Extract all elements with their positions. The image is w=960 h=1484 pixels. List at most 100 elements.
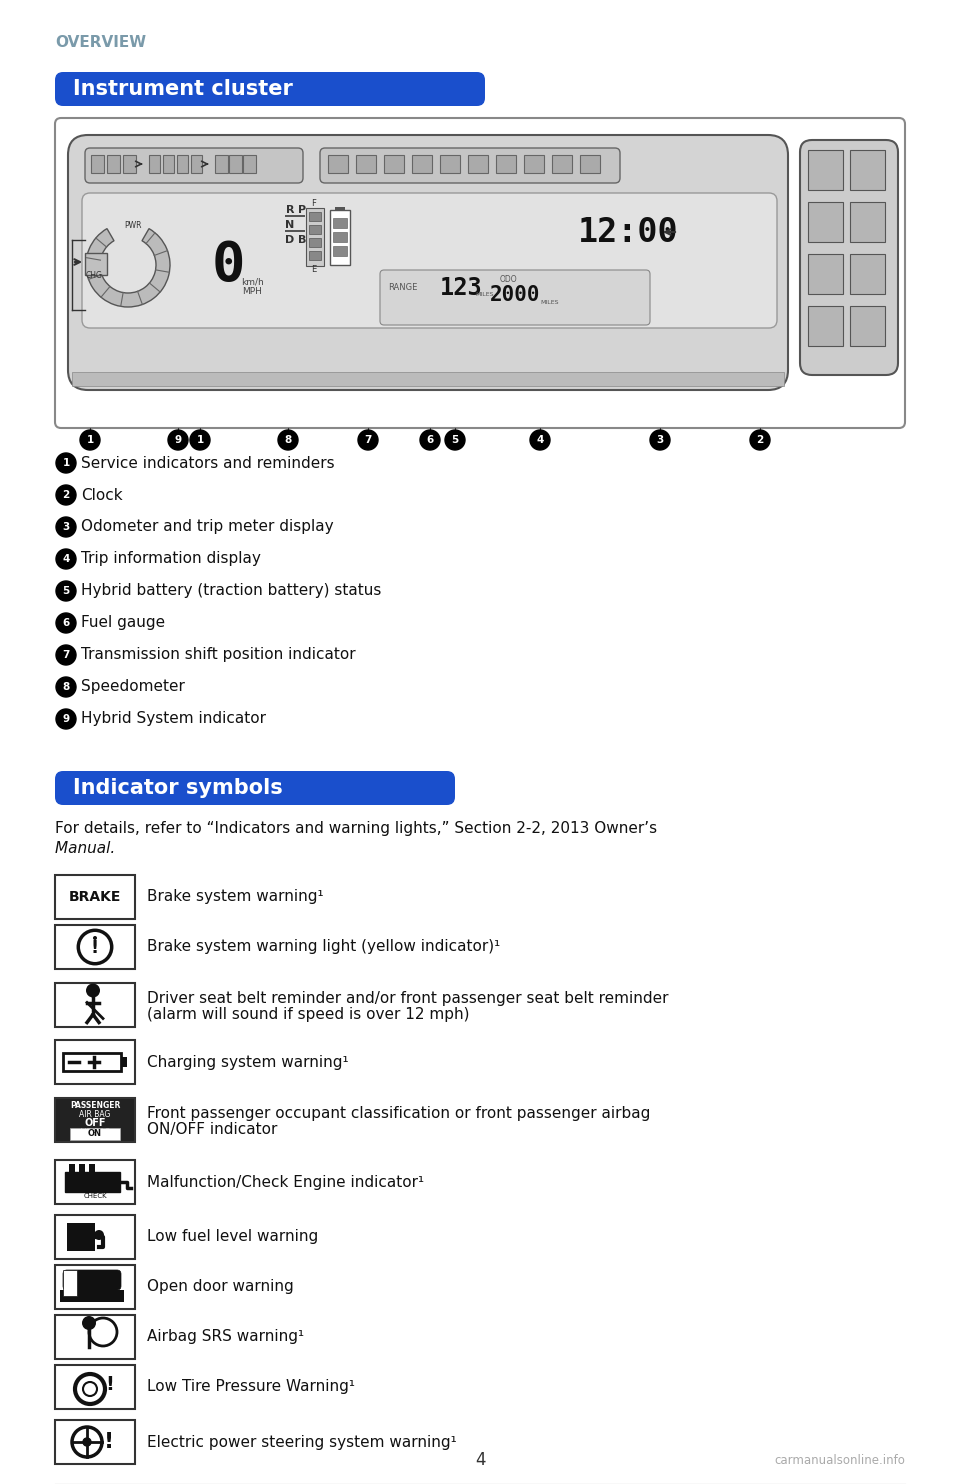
Circle shape (80, 430, 100, 450)
Text: 123: 123 (440, 276, 483, 300)
Bar (285, 215, 305, 217)
Text: 0: 0 (211, 239, 245, 291)
Text: Fuel gauge: Fuel gauge (81, 616, 165, 631)
Bar (808, 150, 843, 190)
Text: OVERVIEW: OVERVIEW (55, 36, 146, 50)
Text: OFF: OFF (84, 1119, 106, 1128)
Text: Hybrid System indicator: Hybrid System indicator (81, 711, 266, 727)
FancyBboxPatch shape (380, 270, 650, 325)
Text: 6: 6 (426, 435, 434, 445)
Text: Hybrid battery (traction battery) status: Hybrid battery (traction battery) status (81, 583, 381, 598)
Text: 2: 2 (62, 490, 70, 500)
Bar (85, 252, 107, 275)
Text: 12:00: 12:00 (578, 215, 679, 248)
Circle shape (56, 516, 76, 537)
Bar (215, 154, 228, 174)
Bar (191, 154, 202, 174)
Text: !: ! (91, 939, 99, 957)
Bar (309, 226, 321, 234)
Bar (55, 1160, 135, 1204)
Bar (328, 154, 348, 174)
Text: MPH: MPH (242, 288, 262, 297)
FancyBboxPatch shape (68, 135, 788, 390)
Bar (72, 372, 784, 386)
FancyBboxPatch shape (55, 73, 485, 105)
Text: 3: 3 (657, 435, 663, 445)
Bar (850, 306, 885, 346)
Bar (55, 1315, 135, 1359)
Text: Charging system warning¹: Charging system warning¹ (147, 1055, 348, 1070)
Text: 3: 3 (62, 522, 70, 531)
Bar (123, 154, 136, 174)
Text: Service indicators and reminders: Service indicators and reminders (81, 456, 335, 470)
FancyBboxPatch shape (85, 148, 303, 183)
Text: N: N (285, 220, 295, 230)
Bar (55, 1264, 135, 1309)
Bar (55, 982, 135, 1027)
Text: 5: 5 (62, 586, 70, 597)
Bar (330, 211, 350, 266)
Circle shape (83, 1438, 91, 1445)
Text: Speedometer: Speedometer (81, 680, 185, 695)
Text: 1: 1 (197, 435, 204, 445)
Text: Low fuel level warning: Low fuel level warning (147, 1230, 319, 1245)
Text: 7: 7 (62, 650, 70, 660)
Text: Trip information display: Trip information display (81, 552, 261, 567)
Text: ON: ON (88, 1129, 102, 1138)
Bar (63, 1270, 77, 1296)
Text: Instrument cluster: Instrument cluster (73, 79, 293, 99)
Text: ON/OFF indicator: ON/OFF indicator (147, 1122, 277, 1137)
Text: 1: 1 (62, 459, 70, 467)
Bar (55, 876, 135, 919)
FancyBboxPatch shape (800, 139, 898, 375)
Text: 4: 4 (537, 435, 543, 445)
Text: 4: 4 (475, 1451, 485, 1469)
Bar (384, 154, 404, 174)
Bar (121, 1057, 127, 1067)
Circle shape (56, 613, 76, 634)
Bar (496, 154, 516, 174)
Bar (808, 254, 843, 294)
Circle shape (530, 430, 550, 450)
Bar (356, 154, 376, 174)
Bar (552, 154, 572, 174)
Text: Driver seat belt reminder and/or front passenger seat belt reminder: Driver seat belt reminder and/or front p… (147, 991, 668, 1006)
Bar (306, 208, 324, 266)
Bar (55, 1098, 135, 1141)
Text: 9: 9 (175, 435, 181, 445)
Text: Low Tire Pressure Warning¹: Low Tire Pressure Warning¹ (147, 1380, 355, 1395)
Bar (107, 154, 120, 174)
Text: Transmission shift position indicator: Transmission shift position indicator (81, 647, 355, 662)
Bar (89, 1163, 95, 1172)
Circle shape (56, 485, 76, 505)
Bar (808, 202, 843, 242)
FancyBboxPatch shape (320, 148, 620, 183)
Circle shape (445, 430, 465, 450)
Text: carmanualsonline.info: carmanualsonline.info (774, 1453, 905, 1466)
Bar (177, 154, 188, 174)
Circle shape (56, 582, 76, 601)
Text: E: E (311, 266, 317, 275)
Text: 6: 6 (62, 617, 70, 628)
Text: Indicator symbols: Indicator symbols (73, 778, 283, 798)
Bar (55, 925, 135, 969)
Bar (229, 154, 242, 174)
Text: Clock: Clock (81, 488, 123, 503)
Circle shape (56, 549, 76, 568)
FancyBboxPatch shape (82, 193, 777, 328)
Bar (333, 246, 347, 257)
Circle shape (278, 430, 298, 450)
Bar (333, 232, 347, 242)
Bar (309, 212, 321, 221)
Bar (850, 254, 885, 294)
Bar (91, 154, 104, 174)
Bar (70, 1128, 120, 1140)
Text: Front passenger occupant classification or front passenger airbag: Front passenger occupant classification … (147, 1106, 650, 1120)
Bar (149, 154, 160, 174)
Circle shape (358, 430, 378, 450)
Circle shape (86, 984, 100, 997)
Text: MILES: MILES (540, 300, 559, 306)
Text: P: P (298, 205, 306, 215)
Text: D: D (285, 234, 295, 245)
Text: 7: 7 (364, 435, 372, 445)
